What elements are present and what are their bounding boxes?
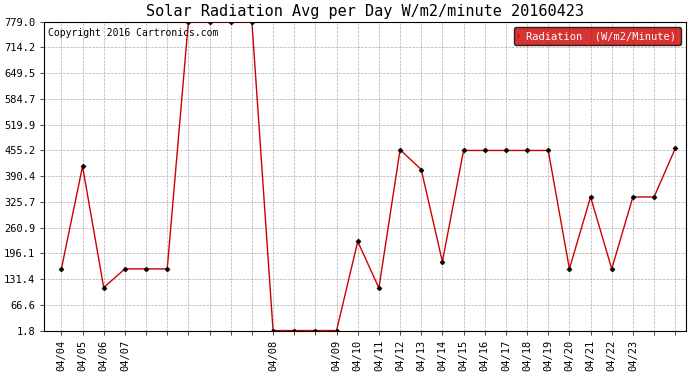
Title: Solar Radiation Avg per Day W/m2/minute 20160423: Solar Radiation Avg per Day W/m2/minute … [146, 4, 584, 19]
Legend: Radiation  (W/m2/Minute): Radiation (W/m2/Minute) [514, 27, 680, 45]
Text: Copyright 2016 Cartronics.com: Copyright 2016 Cartronics.com [48, 28, 218, 38]
